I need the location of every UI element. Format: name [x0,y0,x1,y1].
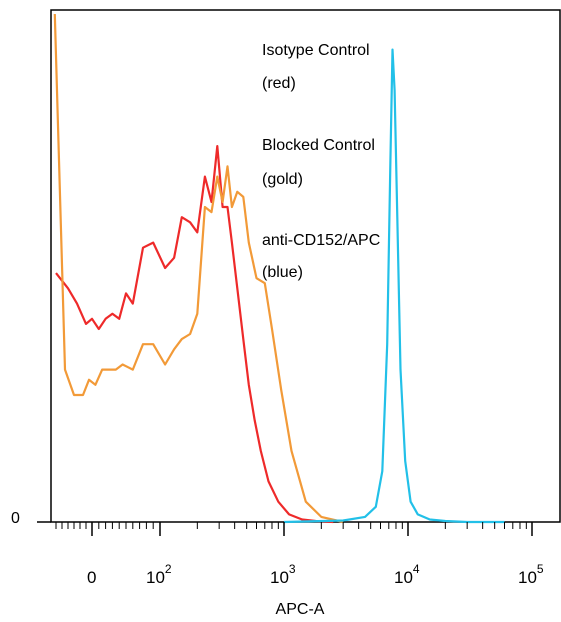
series-layer [53,13,505,524]
x-tick-label: 0 [87,568,96,587]
series-line-2 [283,48,505,524]
y-tick-label-0: 0 [11,510,20,527]
x-major-ticks [91,522,533,536]
series-line-1 [53,13,344,524]
annotation-anti-line2: (blue) [262,264,303,281]
series-line-0 [55,145,334,524]
annotation-anti: anti-CD152/APC (blue) [262,232,380,281]
annotation-isotype-line1: Isotype Control [262,42,370,59]
annotation-isotype-line2: (red) [262,75,296,92]
x-minor-ticks [55,522,527,529]
plot-frame [50,9,561,523]
annotation-isotype: Isotype Control (red) [262,42,370,92]
x-tick-label: 105 [518,562,544,587]
annotation-blocked: Blocked Control (gold) [262,137,375,188]
x-tick-labels: 0 102 103 104 105 [87,562,544,587]
annotation-blocked-line2: (gold) [262,171,303,188]
annotation-anti-line1: anti-CD152/APC [262,232,380,249]
x-tick-label: 102 [146,562,172,587]
x-tick-label: 103 [270,562,296,587]
annotation-blocked-line1: Blocked Control [262,137,375,154]
x-tick-label: 104 [394,562,420,587]
x-axis-label: APC-A [276,601,325,618]
